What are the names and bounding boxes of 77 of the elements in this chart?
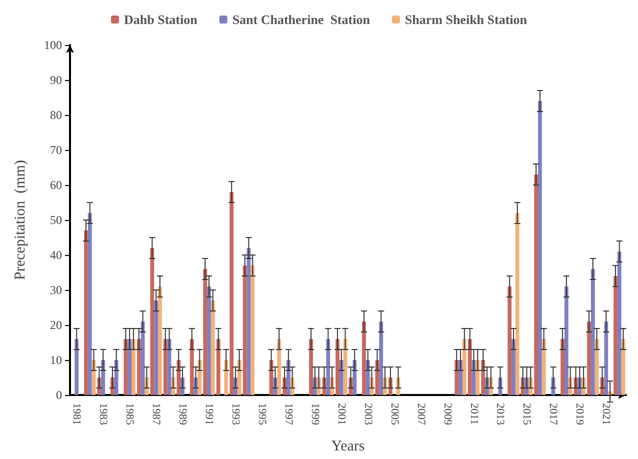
y-tick-label: 80: [50, 108, 62, 122]
y-tick-label: 10: [50, 353, 62, 367]
bar: [88, 213, 92, 395]
y-axis-title: Precepitation (mm): [12, 160, 28, 280]
x-tick-label: 1991: [203, 403, 215, 425]
bar: [154, 300, 158, 395]
bar: [534, 174, 538, 395]
bar: [210, 300, 215, 395]
bar: [230, 192, 234, 395]
bar: [468, 339, 472, 395]
bar: [132, 339, 136, 395]
bar: [326, 339, 330, 395]
bar: [538, 101, 542, 395]
bar: [128, 339, 132, 395]
x-tick-label: 1993: [229, 403, 242, 426]
legend-label: Sharm Sheikh Station: [404, 12, 528, 27]
bar: [614, 276, 618, 395]
legend-label: Dahb Station: [124, 12, 198, 27]
bar: [163, 339, 168, 395]
bar: [560, 339, 564, 395]
bar: [136, 339, 141, 395]
x-tick-label: 2005: [388, 403, 400, 426]
bar: [508, 286, 512, 395]
x-tick-label: 1983: [97, 403, 110, 426]
x-tick-label: 2011: [468, 403, 480, 425]
bar: [564, 286, 568, 395]
x-tick-label: 2009: [441, 403, 454, 426]
y-tick-label: 20: [50, 318, 62, 332]
bar: [542, 339, 546, 395]
x-tick-label: 1995: [256, 403, 268, 426]
x-tick-label: 1997: [282, 403, 294, 426]
x-tick-label: 2007: [414, 403, 427, 426]
bar: [336, 339, 340, 395]
bar: [140, 322, 145, 395]
bar: [309, 339, 313, 395]
bar: [604, 322, 608, 395]
bar: [277, 339, 282, 395]
x-tick-label: 1985: [124, 403, 136, 426]
y-tick-label: 30: [50, 283, 62, 297]
x-tick-label: 2013: [494, 403, 506, 426]
bar: [190, 339, 194, 395]
x-tick-label: 2017: [547, 403, 560, 426]
x-tick-label: 1981: [70, 403, 83, 425]
x-tick-label: 2003: [362, 403, 374, 426]
x-tick-label: 1987: [150, 403, 162, 426]
bar: [379, 322, 384, 395]
bar: [515, 213, 520, 395]
y-tick-label: 50: [50, 213, 62, 227]
bar: [207, 286, 211, 395]
x-axis-title: Years: [331, 438, 365, 454]
bar: [590, 269, 595, 395]
bar: [587, 322, 591, 395]
y-tick-label: 0: [56, 388, 62, 402]
y-tick-label: 60: [50, 178, 62, 192]
bar: [124, 339, 128, 395]
y-tick-label: 100: [44, 38, 62, 52]
bar: [462, 339, 466, 395]
bar: [362, 322, 366, 395]
x-tick-label: 2019: [574, 403, 586, 426]
legend-label: Sant Chatherine Station: [232, 12, 371, 27]
bar: [158, 286, 162, 395]
bar: [203, 269, 208, 395]
x-tick-label: 2001: [335, 403, 348, 425]
x-tick-label: 1999: [308, 403, 321, 426]
y-tick-label: 40: [50, 248, 62, 262]
x-tick-label: 1989: [176, 403, 189, 426]
bar: [242, 266, 247, 395]
bar: [250, 266, 255, 395]
x-tick-label: 2015: [520, 403, 533, 426]
bar: [216, 339, 220, 395]
bar: [74, 339, 79, 395]
y-tick-label: 70: [50, 143, 62, 157]
bar: [512, 339, 516, 395]
bar: [150, 248, 154, 395]
x-tick-label: 2021: [600, 403, 612, 425]
bar: [84, 230, 88, 395]
y-tick-label: 90: [50, 73, 62, 87]
